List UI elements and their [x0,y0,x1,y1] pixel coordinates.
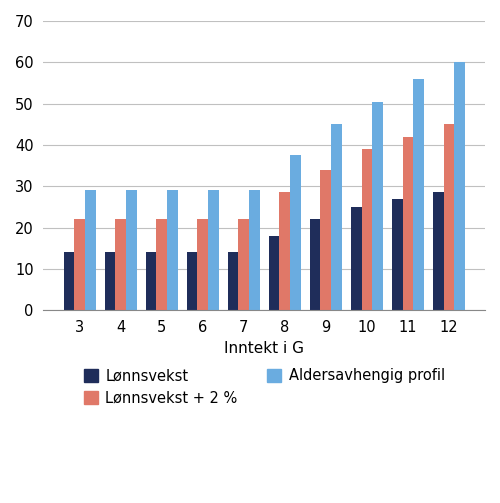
Bar [249,191,260,310]
Bar [167,191,177,310]
Bar [444,124,454,310]
X-axis label: Inntekt i G: Inntekt i G [224,341,304,356]
Bar [454,62,465,310]
Bar [433,193,444,310]
Bar [126,191,136,310]
Bar [413,79,424,310]
Bar [290,155,301,310]
Bar [198,219,208,310]
Bar [104,253,116,310]
Bar [320,170,331,310]
Bar [64,253,74,310]
Bar [372,102,383,310]
Bar [116,219,126,310]
Bar [208,191,218,310]
Bar [269,236,280,310]
Bar [238,219,249,310]
Bar [85,191,96,310]
Bar [156,219,167,310]
Bar [74,219,85,310]
Bar [362,149,372,310]
Bar [331,124,342,310]
Bar [228,253,238,310]
Legend: Lønnsvekst, Lønnsvekst + 2 %, Aldersavhengig profil: Lønnsvekst, Lønnsvekst + 2 %, Aldersavhe… [84,368,445,405]
Bar [310,219,320,310]
Bar [186,253,198,310]
Bar [146,253,156,310]
Bar [392,199,402,310]
Bar [351,207,362,310]
Bar [280,193,290,310]
Bar [402,137,413,310]
